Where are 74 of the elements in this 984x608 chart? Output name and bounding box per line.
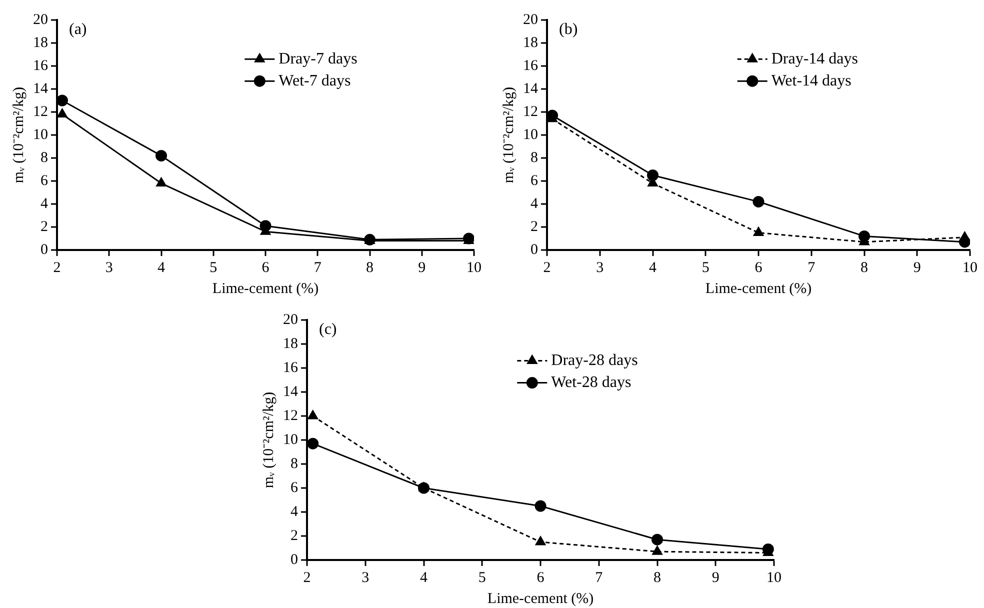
x-tick-label: 8 bbox=[366, 260, 374, 276]
x-tick-label: 9 bbox=[913, 260, 921, 276]
legend-label: Dray-7 days bbox=[278, 50, 358, 68]
x-tick-label: 10 bbox=[466, 260, 482, 276]
y-tick-label: 10 bbox=[283, 432, 298, 448]
x-tick-label: 5 bbox=[210, 260, 218, 276]
y-axis-title: mᵥ (10⁻²cm²/kg) bbox=[500, 86, 517, 184]
x-tick-label: 2 bbox=[543, 260, 551, 276]
y-tick-label: 14 bbox=[523, 80, 538, 97]
x-tick-label: 5 bbox=[478, 570, 486, 586]
y-tick-label: 2 bbox=[530, 218, 538, 235]
x-tick-label: 10 bbox=[962, 260, 978, 276]
legend-label: Dray-28 days bbox=[551, 352, 638, 370]
y-tick-label: 20 bbox=[523, 12, 538, 28]
x-tick-label: 7 bbox=[808, 260, 816, 276]
x-tick-label: 9 bbox=[418, 260, 426, 276]
y-axis-title: mᵥ (10⁻²cm²/kg) bbox=[260, 392, 277, 488]
x-tick-label: 3 bbox=[596, 260, 604, 276]
y-tick-label: 0 bbox=[40, 242, 48, 258]
y-tick-label: 4 bbox=[290, 504, 298, 520]
y-tick-label: 12 bbox=[283, 408, 298, 424]
y-tick-label: 0 bbox=[530, 242, 538, 258]
y-tick-label: 8 bbox=[40, 150, 48, 166]
y-tick-label: 8 bbox=[290, 456, 298, 472]
x-axis-title: Lime-cement (%) bbox=[705, 280, 812, 297]
x-axis-title: Lime-cement (%) bbox=[487, 590, 594, 607]
x-tick-label: 6 bbox=[262, 260, 270, 276]
legend-label: Wet-7 days bbox=[278, 72, 351, 90]
y-tick-label: 10 bbox=[523, 126, 538, 143]
x-tick-label: 4 bbox=[420, 570, 428, 586]
y-tick-label: 6 bbox=[40, 172, 48, 189]
y-tick-label: 12 bbox=[33, 104, 48, 120]
y-tick-label: 6 bbox=[530, 172, 538, 189]
x-tick-label: 8 bbox=[654, 570, 661, 586]
x-tick-label: 2 bbox=[53, 260, 61, 276]
y-tick-label: 20 bbox=[33, 12, 48, 28]
y-axis-title: mᵥ (10⁻²cm²/kg) bbox=[10, 86, 27, 184]
annotation: (a) bbox=[69, 21, 87, 38]
x-tick-label: 6 bbox=[754, 260, 763, 276]
annotation: (b) bbox=[559, 21, 578, 38]
y-tick-label: 6 bbox=[290, 480, 298, 496]
legend-label: Dray-14 days bbox=[771, 50, 858, 68]
annotation: (c) bbox=[319, 321, 337, 338]
y-tick-label: 2 bbox=[40, 218, 48, 235]
x-tick-label: 3 bbox=[362, 570, 370, 586]
y-tick-label: 12 bbox=[523, 104, 538, 120]
x-tick-label: 8 bbox=[860, 260, 868, 276]
x-tick-label: 3 bbox=[105, 260, 113, 276]
x-axis-title: Lime-cement (%) bbox=[212, 280, 319, 297]
y-tick-label: 20 bbox=[283, 312, 298, 328]
x-tick-label: 10 bbox=[766, 570, 782, 586]
y-tick-label: 16 bbox=[33, 58, 48, 74]
x-tick-label: 4 bbox=[649, 260, 657, 276]
x-tick-label: 2 bbox=[303, 570, 311, 586]
x-tick-label: 4 bbox=[158, 260, 166, 276]
y-tick-label: 18 bbox=[33, 34, 48, 51]
legend-label: Wet-28 days bbox=[551, 374, 632, 392]
y-tick-label: 16 bbox=[283, 360, 298, 376]
y-tick-label: 8 bbox=[530, 150, 538, 166]
x-tick-label: 9 bbox=[712, 570, 720, 586]
x-tick-label: 7 bbox=[595, 570, 604, 586]
y-tick-label: 10 bbox=[33, 126, 48, 143]
y-tick-label: 14 bbox=[33, 80, 48, 97]
y-tick-label: 18 bbox=[283, 336, 298, 352]
y-tick-label: 16 bbox=[523, 58, 538, 74]
x-tick-label: 7 bbox=[314, 260, 322, 276]
y-tick-label: 4 bbox=[530, 196, 538, 212]
x-tick-label: 5 bbox=[702, 260, 710, 276]
y-tick-label: 2 bbox=[290, 528, 298, 544]
y-tick-label: 18 bbox=[523, 34, 538, 51]
y-tick-label: 0 bbox=[290, 552, 298, 568]
y-tick-label: 14 bbox=[283, 384, 298, 400]
legend-label: Wet-14 days bbox=[771, 72, 852, 90]
y-tick-label: 4 bbox=[40, 196, 48, 212]
